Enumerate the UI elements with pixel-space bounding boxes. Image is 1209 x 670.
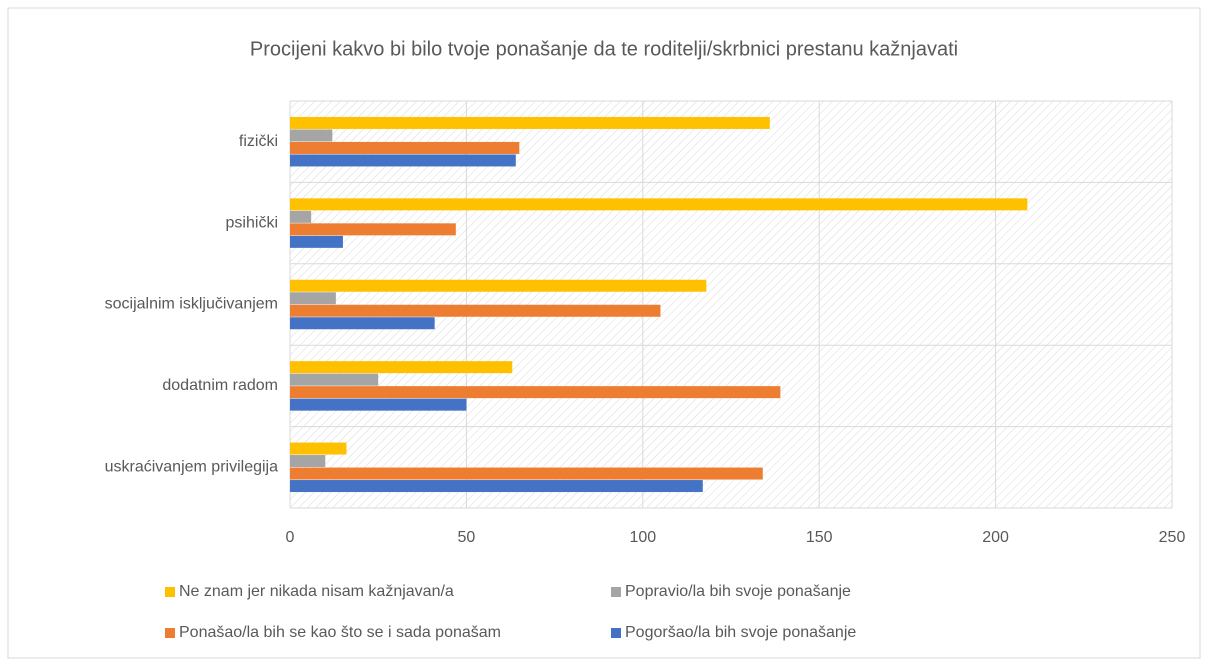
bar xyxy=(290,373,379,386)
y-tick-label: fizički xyxy=(239,133,278,150)
bar xyxy=(290,292,336,305)
y-tick-label: socijalnim isključivanjem xyxy=(105,296,278,313)
y-tick-label: psihički xyxy=(226,214,278,231)
bar xyxy=(290,116,770,129)
bar xyxy=(290,141,520,154)
bar xyxy=(290,317,435,330)
x-tick-label: 150 xyxy=(806,529,833,546)
x-tick-label: 100 xyxy=(629,529,656,546)
legend-swatch xyxy=(165,628,175,638)
bar xyxy=(290,455,326,468)
bar xyxy=(290,442,347,455)
bar xyxy=(290,129,333,142)
legend-label: Ponašao/la bih se kao što se i sada pona… xyxy=(179,624,501,641)
bar xyxy=(290,480,703,493)
y-tick-label: dodatnim radom xyxy=(162,377,278,394)
legend-swatch xyxy=(165,587,175,597)
bar xyxy=(290,386,781,399)
y-tick-label: uskraćivanjem privilegija xyxy=(105,459,279,476)
bar xyxy=(290,154,516,167)
bar xyxy=(290,279,707,292)
legend-swatch xyxy=(611,628,621,638)
bar xyxy=(290,467,763,480)
bar xyxy=(290,398,467,411)
bar xyxy=(290,210,312,223)
bar xyxy=(290,198,1028,211)
bar xyxy=(290,361,513,374)
x-tick-label: 50 xyxy=(458,529,476,546)
x-tick-label: 200 xyxy=(982,529,1009,546)
bar xyxy=(290,235,343,248)
legend-label: Pogoršao/la bih svoje ponašanje xyxy=(625,624,856,641)
bar xyxy=(290,304,661,317)
plot-area xyxy=(290,101,1172,508)
legend-swatch xyxy=(611,587,621,597)
chart-title: Procijeni kakvo bi bilo tvoje ponašanje … xyxy=(250,38,958,60)
legend-label: Ne znam jer nikada nisam kažnjavan/a xyxy=(179,583,454,600)
legend-label: Popravio/la bih svoje ponašanje xyxy=(625,583,851,600)
x-tick-label: 0 xyxy=(286,529,295,546)
bar xyxy=(290,223,456,236)
x-tick-label: 250 xyxy=(1159,529,1186,546)
